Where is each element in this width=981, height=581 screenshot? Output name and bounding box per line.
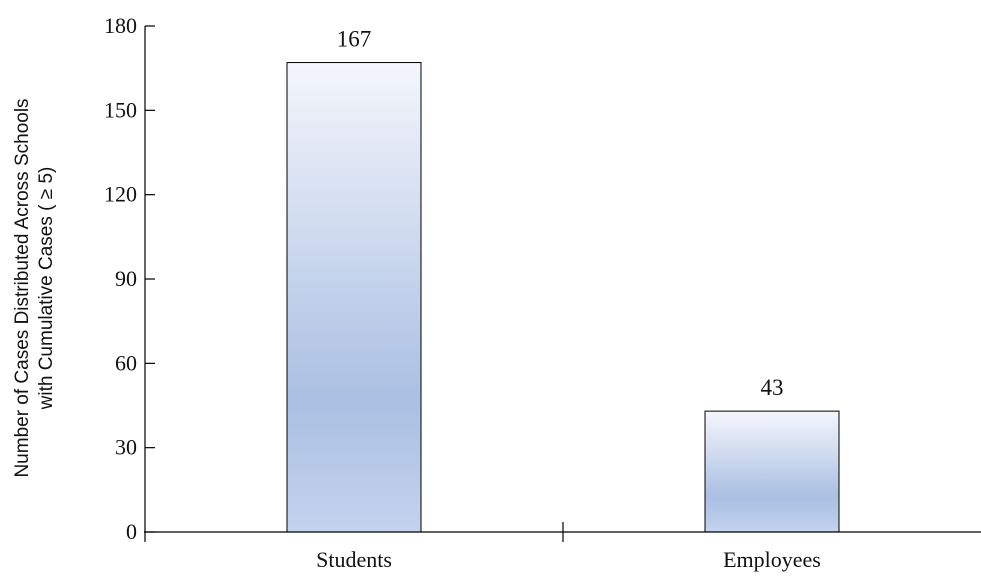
bar-students — [286, 62, 422, 533]
data-label-employees: 43 — [761, 375, 784, 400]
y-tick-label: 90 — [115, 266, 137, 291]
y-axis-title-line-1: Number of Cases Distributed Across Schoo… — [12, 98, 33, 477]
y-tick-label: 180 — [104, 13, 137, 38]
y-axis-title: Number of Cases Distributed Across Schoo… — [12, 98, 57, 477]
y-tick-label: 120 — [104, 182, 137, 207]
y-tick-label: 60 — [115, 350, 137, 375]
bars-group: 167 43 — [286, 27, 840, 533]
y-tick-label: 30 — [115, 435, 137, 460]
bar-employees — [704, 410, 840, 533]
x-tick-label-employees: Employees — [723, 547, 821, 572]
x-tick-label-students: Students — [316, 547, 392, 572]
y-axis-title-line-2: with Cumulative Cases ( ≥ 5) — [36, 167, 57, 411]
data-label-students: 167 — [337, 27, 372, 52]
y-tick-label: 150 — [104, 97, 137, 122]
x-axis: Students Employees — [144, 522, 981, 572]
y-tick-label: 0 — [126, 519, 137, 544]
y-axis: 0 30 60 90 120 150 180 — [104, 13, 155, 544]
